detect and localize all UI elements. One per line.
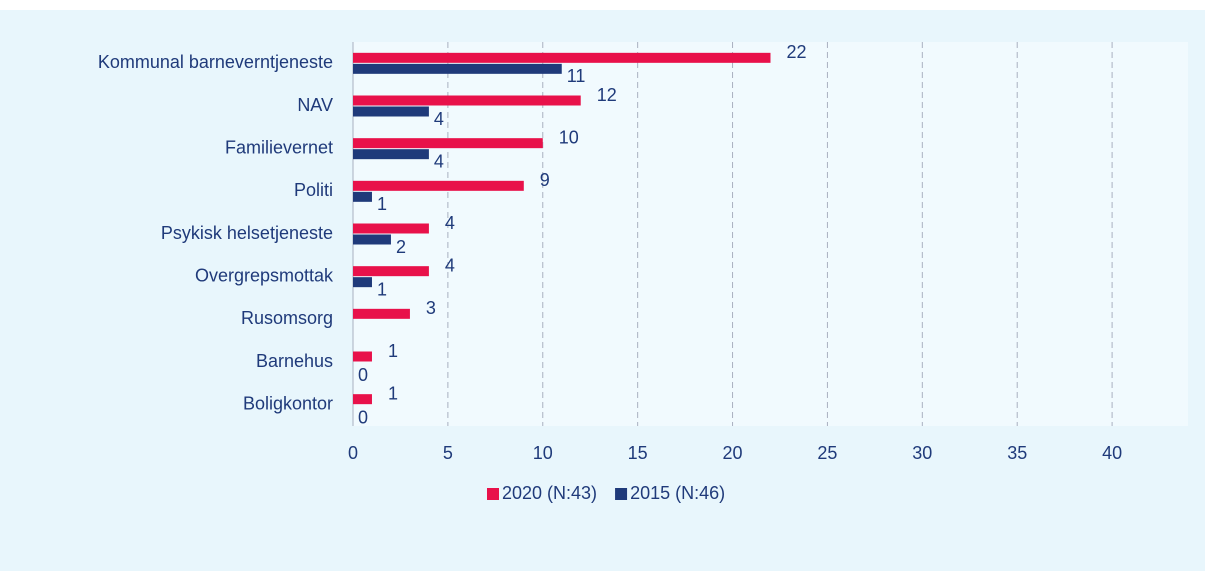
value-label: 3 (426, 298, 436, 318)
legend-label: 2020 (N:43) (502, 483, 597, 503)
value-label: 0 (358, 407, 368, 427)
x-tick-label: 0 (348, 443, 358, 463)
y-tick-label: Psykisk helsetjeneste (161, 223, 333, 243)
x-tick-label: 20 (723, 443, 743, 463)
bar (353, 180, 524, 191)
value-label: 1 (388, 383, 398, 403)
y-tick-label: Kommunal barneverntjeneste (98, 52, 333, 72)
bar (353, 95, 581, 106)
y-tick-label: NAV (297, 95, 333, 115)
bar (353, 63, 562, 74)
bar (353, 52, 771, 63)
value-label: 9 (540, 170, 550, 190)
legend-swatch (615, 488, 628, 500)
bar (353, 308, 410, 319)
value-label: 2 (396, 237, 406, 257)
x-tick-label: 35 (1007, 443, 1027, 463)
bar (353, 191, 372, 202)
x-tick-label: 30 (912, 443, 932, 463)
x-tick-label: 10 (533, 443, 553, 463)
bar (353, 138, 543, 149)
value-label: 4 (445, 255, 455, 275)
bar (353, 223, 429, 234)
value-label: 4 (434, 109, 444, 129)
y-tick-label: Overgrepsmottak (195, 265, 334, 285)
y-tick-label: Familievernet (225, 137, 333, 157)
value-label: 4 (445, 213, 455, 233)
y-tick-label: Politi (294, 180, 333, 200)
value-label: 1 (377, 279, 387, 299)
value-label: 1 (377, 194, 387, 214)
bar (353, 277, 372, 288)
x-tick-label: 25 (817, 443, 837, 463)
value-label: 22 (787, 42, 807, 62)
value-label: 11 (567, 66, 586, 86)
value-label: 4 (434, 151, 444, 171)
plot-area (353, 42, 1188, 426)
bar (353, 351, 372, 362)
legend-swatch (487, 488, 499, 500)
value-label: 10 (559, 127, 579, 147)
value-label: 0 (358, 365, 368, 385)
bar (353, 149, 429, 160)
value-label: 1 (388, 341, 398, 361)
x-tick-label: 15 (628, 443, 648, 463)
legend-label: 2015 (N:46) (630, 483, 725, 503)
value-label: 12 (597, 85, 617, 105)
y-tick-label: Barnehus (256, 351, 333, 371)
bar (353, 106, 429, 117)
x-tick-label: 40 (1102, 443, 1122, 463)
x-tick-label: 5 (443, 443, 453, 463)
y-tick-label: Rusomsorg (241, 308, 333, 328)
bar (353, 234, 391, 245)
bar (353, 394, 372, 405)
bar (353, 266, 429, 277)
y-tick-label: Boligkontor (243, 393, 333, 413)
